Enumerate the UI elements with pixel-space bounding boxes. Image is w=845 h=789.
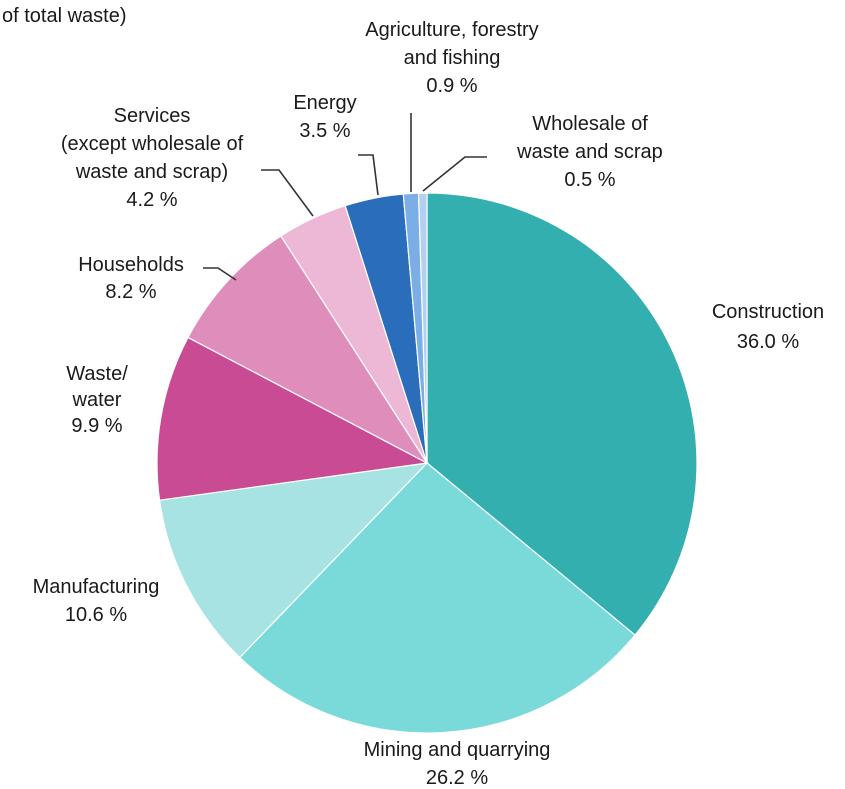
leader-line-energy: [358, 154, 379, 196]
slice-label-waste-water: Waste/water 9.9 %: [66, 363, 128, 437]
slice-label-services-except-wholesale-of-waste-and-scrap: Services (except wholesale of waste and sc…: [61, 105, 244, 211]
slice-name-line: Waste/: [66, 363, 128, 385]
slice-value-text: 10.6 %: [65, 604, 127, 626]
slice-name-line: Construction: [712, 301, 824, 323]
slice-value-text: 4.2 %: [126, 189, 177, 211]
slices-layer: [156, 192, 698, 734]
slice-value-text: 0.5 %: [564, 169, 615, 191]
slice-value-text: 9.9 %: [71, 415, 122, 437]
slice-label-wholesale-of-waste-and-scrap: Wholesale of waste and scrap 0.5 %: [516, 113, 663, 191]
slice-value-text: 0.9 %: [426, 75, 477, 97]
pie-slice-construction: [426, 192, 698, 636]
slice-name-line: Energy: [293, 92, 356, 114]
slice-name-line: waste and scrap: [516, 141, 663, 163]
slice-value-text: 8.2 %: [105, 281, 156, 303]
pie-slice-mining-and-quarrying: [238, 462, 636, 734]
slice-name-line: Mining and quarrying: [364, 739, 551, 761]
slice-name-line: and fishing: [404, 47, 501, 69]
slice-value-text: 36.0 %: [737, 331, 799, 353]
slice-label-agriculture-forestry-and-fishing: Agriculture, forestry and fishing 0.9 %: [365, 19, 538, 97]
pie-slice-wholesale-of-waste-and-scrap: [417, 192, 428, 464]
slice-name-line: waste and scrap): [75, 161, 228, 183]
leader-line-services-except-wholesale-of-waste-and-scrap: [261, 169, 314, 217]
slice-label-mining-and-quarrying: Mining and quarrying 26.2 %: [364, 739, 551, 789]
slice-label-households: Households 8.2 %: [78, 254, 184, 303]
pie-slice-households: [187, 235, 429, 465]
leader-lines: [203, 113, 487, 281]
slice-labels: Construction 36.0 % Mining and quarrying 26…: [33, 19, 825, 789]
slice-name-line: Wholesale of: [532, 113, 648, 135]
slice-name-line: water: [72, 389, 122, 411]
pie-slice-manufacturing: [158, 462, 429, 659]
leader-line-wholesale-of-waste-and-scrap: [422, 156, 487, 192]
slice-name-line: Services: [114, 105, 191, 127]
slice-name-line: Agriculture, forestry: [365, 19, 538, 41]
slice-label-construction: Construction 36.0 %: [712, 301, 824, 353]
slice-value-text: 26.2 %: [426, 767, 488, 789]
chart-title-fragment: of total waste): [2, 5, 127, 27]
slice-value-text: 3.5 %: [299, 120, 350, 142]
slice-name-line: Manufacturing: [33, 576, 160, 598]
slice-name-line: Households: [78, 254, 184, 276]
slice-name-line: (except wholesale of: [61, 133, 244, 155]
slice-label-manufacturing: Manufacturing 10.6 %: [33, 576, 160, 626]
pie-slice-waste-water: [156, 336, 429, 501]
leader-line-households: [203, 267, 237, 281]
slice-label-energy: Energy 3.5 %: [293, 92, 356, 142]
